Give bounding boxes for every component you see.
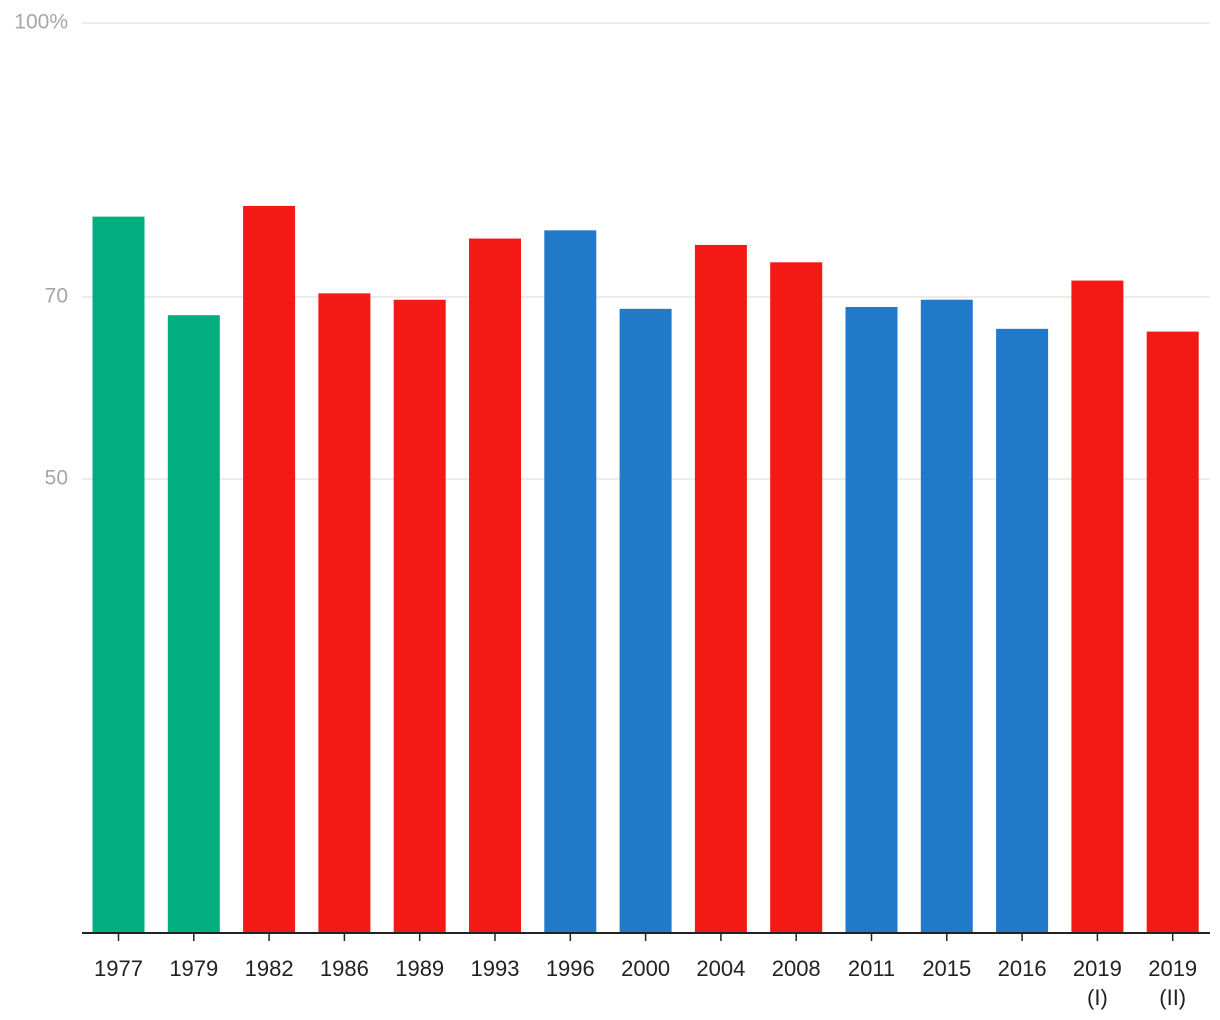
bar-1979 [167,315,220,933]
x-tick-label: 2011 [848,956,895,981]
x-tick-label: (II) [1159,985,1186,1010]
x-tick-label: 1977 [94,956,143,981]
x-tick-label: (I) [1087,985,1108,1010]
x-tick-label: 2004 [696,956,745,981]
x-tick-label: 2019 [1073,956,1122,981]
x-tick-label: 1989 [395,956,444,981]
x-tick-label: 2019 [1148,956,1197,981]
x-tick-label: 1993 [471,956,520,981]
bar-2016 [996,328,1049,934]
x-tick-label: 1979 [169,956,218,981]
x-tick-label: 2016 [998,956,1047,981]
bar-2019-II [1146,331,1199,934]
x-axis [82,932,1210,941]
y-tick-label: 70 [45,285,68,308]
bar-2015 [920,299,973,934]
bar-2000 [619,308,672,934]
bar-2008 [770,262,823,933]
bar-1996 [544,230,597,933]
x-tick-label: 2015 [922,956,971,981]
bar-2019-I [1071,280,1124,933]
y-tick-label: 100% [14,11,68,34]
bar-1993 [469,238,521,934]
x-tick-label: 1986 [320,956,369,981]
y-tick-label: 50 [45,467,68,490]
x-tick-label: 2008 [772,956,821,981]
x-tick-label: 2000 [621,956,670,981]
bar-2011 [845,307,898,933]
x-tick-label: 1996 [546,956,595,981]
bar-1989 [393,299,446,934]
bars [92,205,1199,934]
bar-2004 [694,244,747,933]
bar-1986 [318,293,371,933]
bar-1977 [92,216,145,934]
bar-1982 [243,205,296,933]
x-tick-label: 1982 [245,956,294,981]
axis-labels: 50 70 100% 1977 1979 1982 1986 1989 1993 1996 2000… [14,11,1197,1010]
